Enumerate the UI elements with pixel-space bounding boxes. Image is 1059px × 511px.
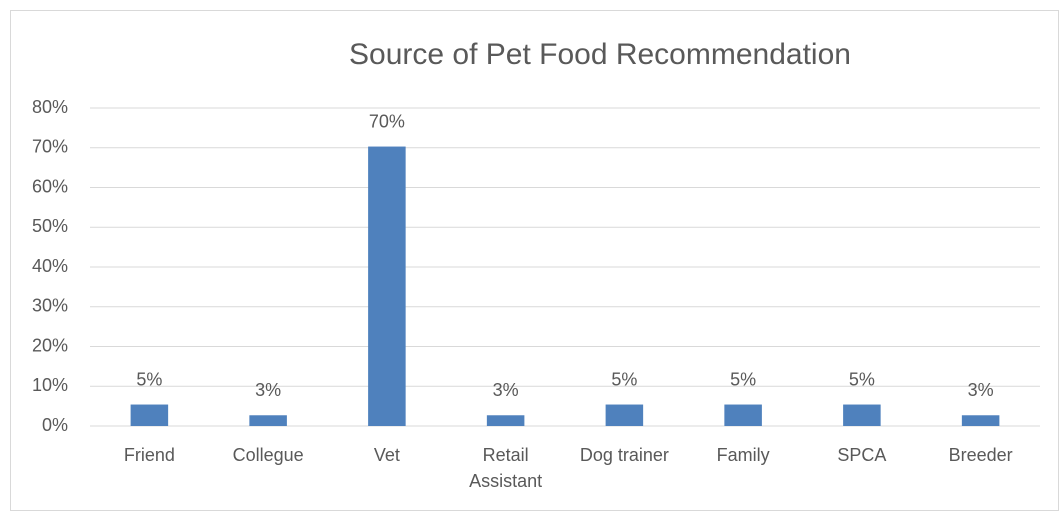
x-tick-label: Collegue: [232, 445, 304, 465]
data-label: 5%: [136, 369, 162, 389]
data-label: 3%: [493, 380, 519, 400]
y-tick-label: 20%: [32, 335, 68, 355]
x-tick-label: Retail Assistant: [469, 445, 543, 491]
y-tick-label: 60%: [32, 176, 68, 196]
bar: [843, 404, 881, 426]
x-tick-label: Friend: [123, 445, 175, 465]
y-tick-label: 10%: [32, 375, 68, 395]
y-tick-label: 70%: [32, 137, 68, 157]
y-tick-label: 40%: [32, 256, 68, 276]
x-tick-label: Vet: [373, 445, 400, 465]
x-tick-label: Breeder: [948, 445, 1013, 465]
bar: [249, 415, 287, 426]
chart-title: Source of Pet Food Recommendation: [349, 38, 851, 71]
x-tick-label: Family: [716, 445, 770, 465]
bar: [130, 404, 169, 426]
y-tick-label: 80%: [32, 97, 68, 117]
data-label: 5%: [611, 369, 637, 389]
data-label: 3%: [968, 380, 994, 400]
y-tick-label: 30%: [32, 296, 68, 316]
bar: [486, 415, 525, 426]
bar: [724, 404, 762, 426]
data-label: 70%: [369, 111, 405, 131]
data-label: 5%: [730, 369, 756, 389]
chart-frame: [10, 10, 1059, 511]
data-label: 3%: [255, 380, 281, 400]
bar: [605, 404, 644, 426]
y-tick-label: 50%: [32, 216, 68, 236]
data-label: 5%: [849, 369, 875, 389]
x-tick-label: Dog trainer: [579, 445, 669, 465]
bar: [368, 146, 406, 426]
y-tick-label: 0%: [42, 415, 68, 435]
x-tick-label: SPCA: [837, 445, 887, 465]
bar: [961, 415, 1000, 426]
